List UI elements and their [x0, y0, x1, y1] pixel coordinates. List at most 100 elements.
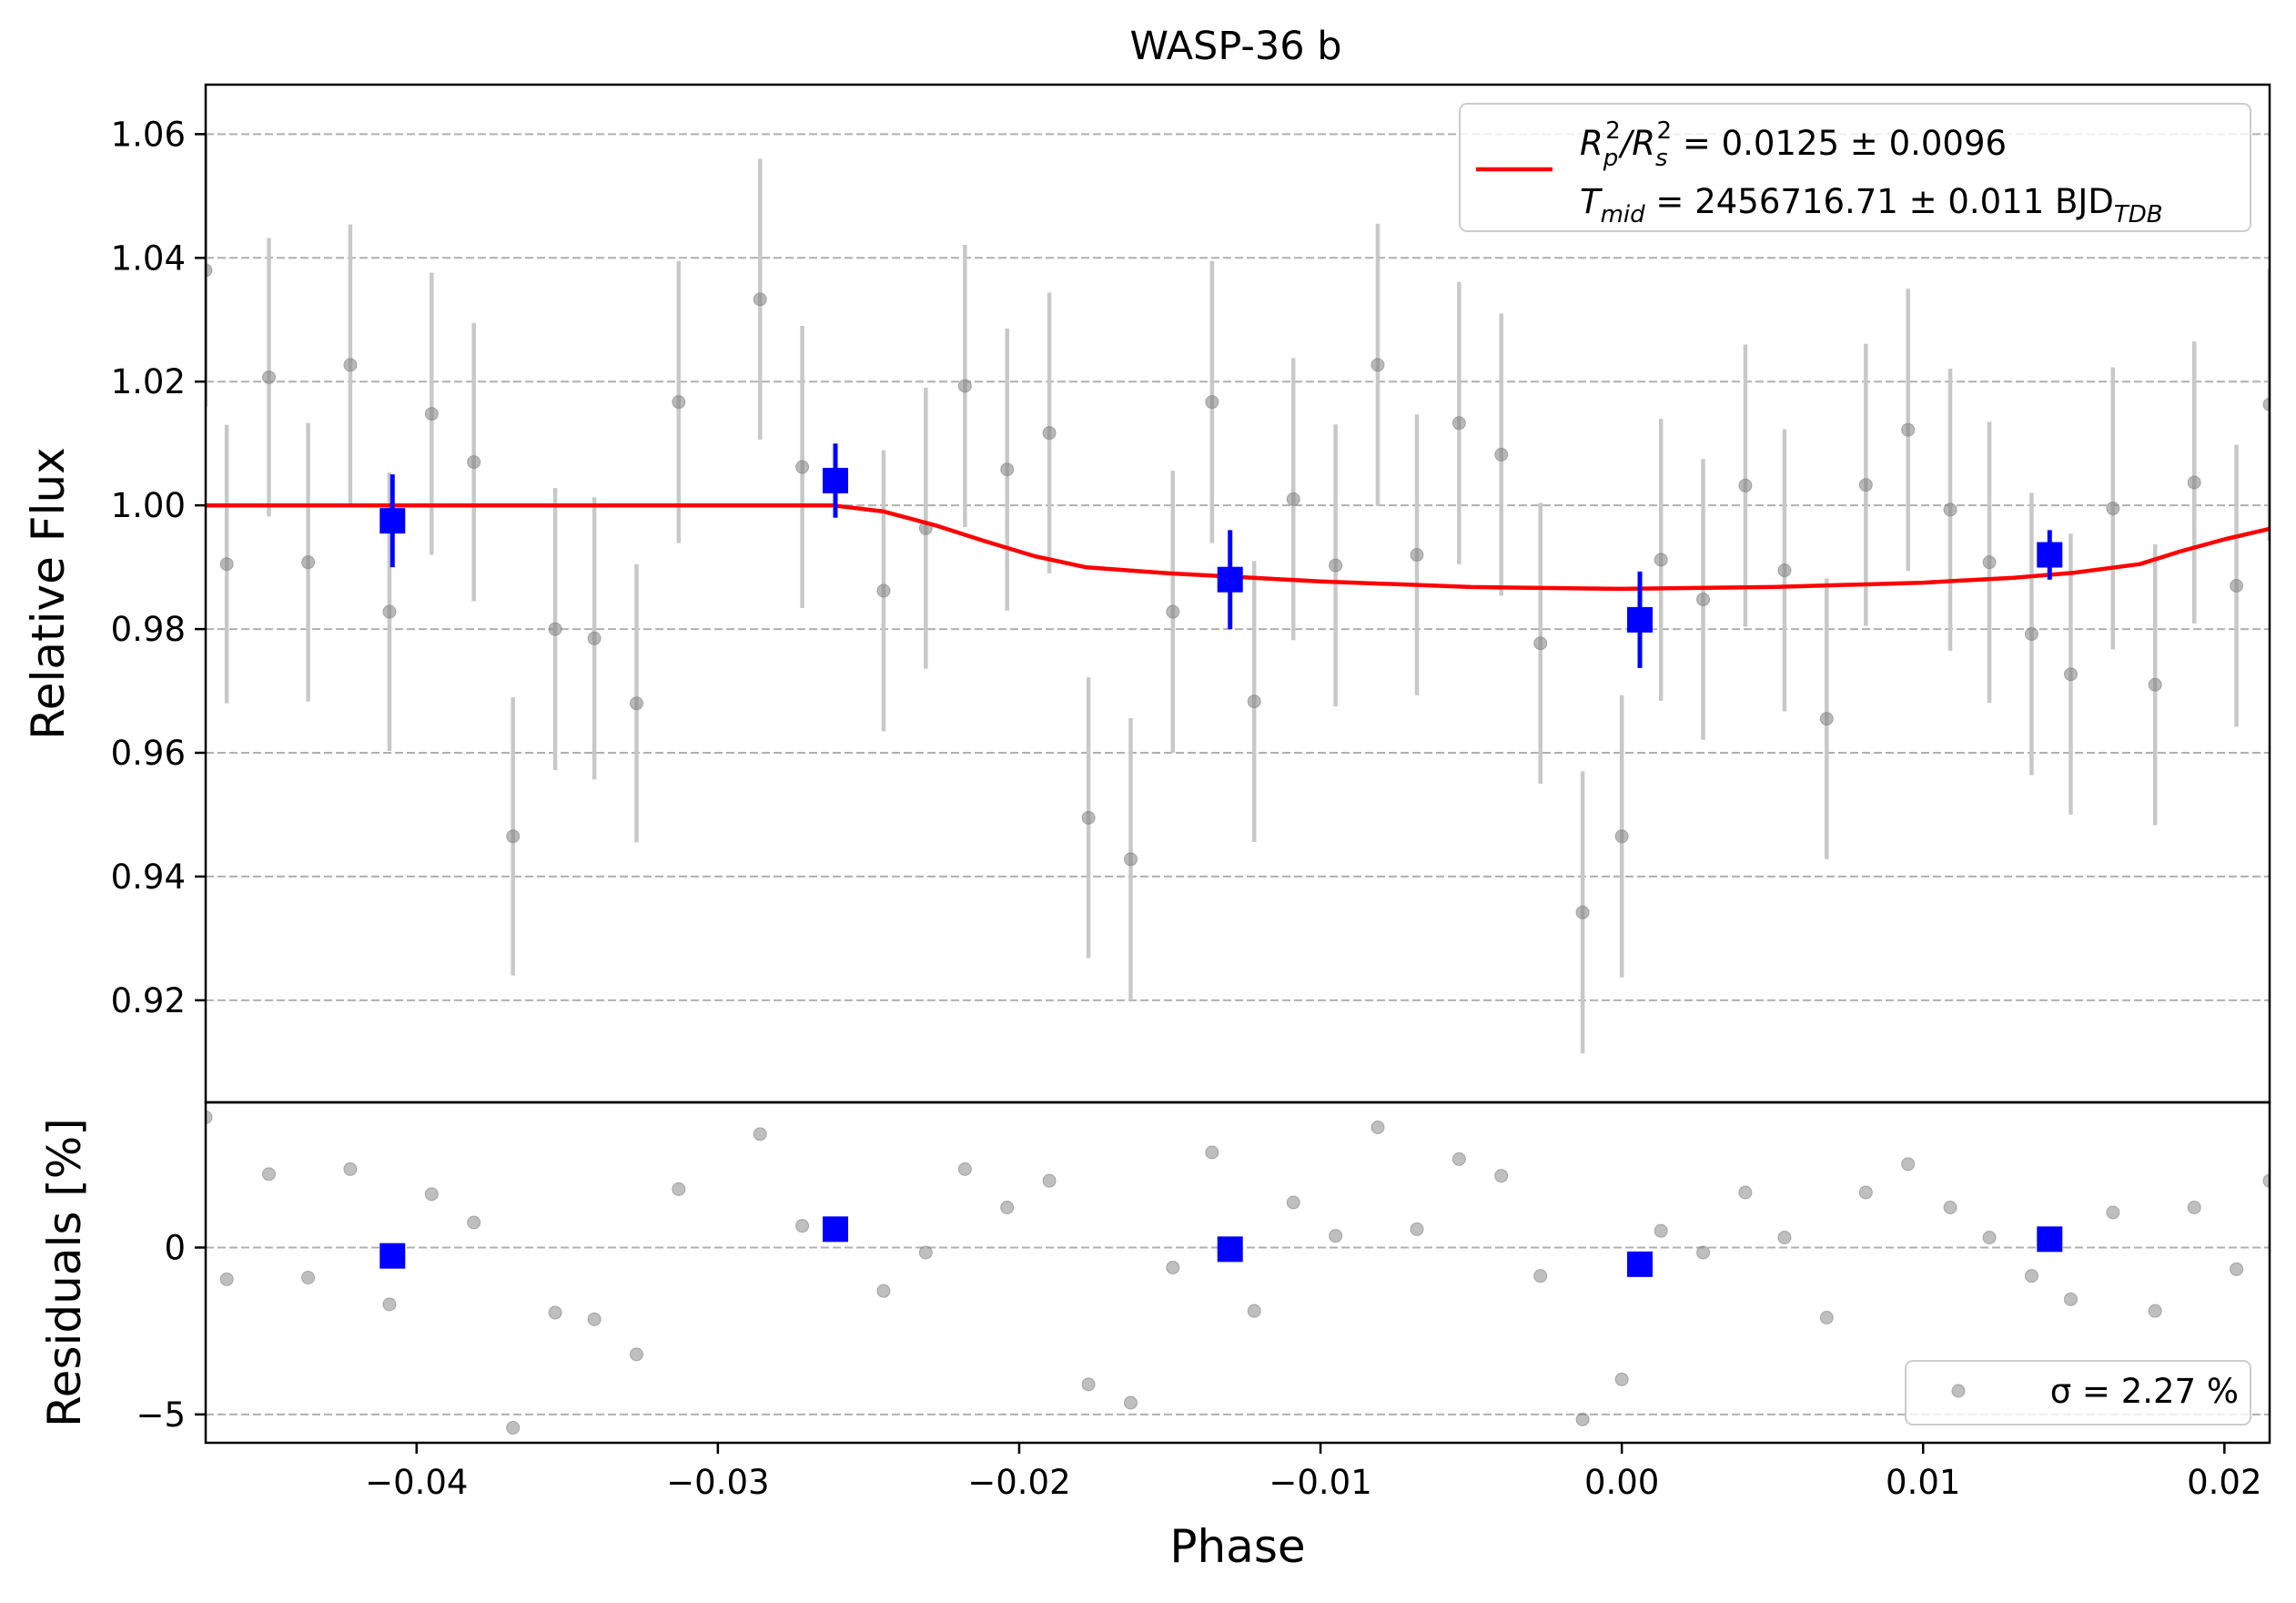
flux-y-tick-label: 1.02 — [111, 362, 186, 401]
binned-flux-point — [2037, 542, 2063, 568]
flux-data-point — [1166, 604, 1180, 619]
residual-point — [587, 1312, 602, 1326]
flux-data-point — [382, 604, 397, 619]
flux-data-point — [1247, 695, 1261, 709]
residual-point — [467, 1215, 481, 1230]
flux-data-point — [876, 583, 891, 598]
flux-data-point — [1982, 555, 1997, 570]
residual-point — [343, 1162, 358, 1176]
residuals-y-axis: −5 0 — [136, 1229, 206, 1435]
flux-data-point — [629, 696, 643, 711]
binned-flux-point — [822, 467, 848, 493]
residual-point — [301, 1271, 316, 1284]
residual-point — [206, 1111, 213, 1124]
flux-data-point — [1943, 502, 1957, 517]
flux-data-point — [2063, 667, 2078, 682]
residuals-binned-series — [379, 1216, 2063, 1277]
residual-point — [1982, 1231, 1997, 1244]
binned-residual-point — [379, 1243, 406, 1269]
flux-y-axis: 0.92 0.94 0.96 0.98 1.00 1.02 1.04 1.06 — [111, 115, 206, 1020]
residual-point — [672, 1182, 686, 1196]
flux-legend-box — [1459, 103, 2251, 232]
residual-point — [548, 1305, 562, 1320]
flux-data-point — [1614, 829, 1629, 844]
residual-point — [1738, 1185, 1753, 1200]
flux-data-point — [672, 395, 686, 410]
flux-panel: 0.92 0.94 0.96 0.98 1.00 1.02 1.04 1.06 Relativ… — [22, 83, 2271, 1104]
flux-data-point — [1901, 422, 1916, 437]
flux-data-point — [2230, 579, 2244, 594]
legend-sigma-label: σ = 2.27 % — [2050, 1372, 2239, 1411]
flux-binned-series — [379, 443, 2063, 668]
flux-data-point — [2148, 677, 2162, 692]
flux-data-point — [2262, 397, 2270, 411]
binned-flux-point — [1627, 606, 1654, 633]
residuals-data-series — [206, 1111, 2270, 1435]
residual-point — [424, 1187, 439, 1202]
residual-point — [1494, 1169, 1509, 1183]
flux-y-tick-label: 0.98 — [111, 610, 186, 649]
residual-point — [2187, 1201, 2201, 1214]
residuals-panel-frame — [204, 1101, 2271, 1445]
residual-point — [1777, 1231, 1792, 1244]
residual-point — [1042, 1173, 1057, 1188]
phase-x-tick-label: 0.00 — [1584, 1463, 1659, 1502]
flux-data-point — [1494, 447, 1509, 462]
flux-data-point — [1329, 558, 1343, 573]
flux-data-point — [795, 460, 810, 474]
residual-point — [2024, 1269, 2038, 1283]
residual-point — [1614, 1372, 1629, 1386]
flux-data-point — [1451, 416, 1466, 431]
phase-x-tick-label: −0.04 — [365, 1463, 468, 1502]
residual-point — [1000, 1201, 1015, 1214]
phase-x-tick-label: 0.01 — [1886, 1463, 1960, 1502]
flux-data-point — [1410, 548, 1424, 563]
flux-data-point — [587, 631, 602, 645]
flux-data-point — [506, 829, 521, 844]
phase-x-axis: −0.04 −0.03 −0.02 −0.01 0.00 0.01 0.02 — [365, 1443, 2262, 1502]
flux-data-point — [1042, 426, 1057, 441]
flux-data-point — [548, 622, 562, 636]
residual-point — [1123, 1395, 1138, 1410]
residual-point — [1654, 1223, 1668, 1238]
residual-point — [1533, 1269, 1548, 1283]
flux-data-point — [2106, 502, 2120, 516]
residual-point — [2106, 1205, 2120, 1220]
flux-data-point — [262, 370, 277, 384]
flux-data-series — [206, 134, 2270, 1054]
residual-point — [382, 1297, 397, 1312]
residual-point — [1329, 1229, 1343, 1243]
flux-data-point — [1081, 810, 1096, 825]
residual-point — [1286, 1195, 1300, 1210]
flux-data-point — [1286, 492, 1300, 506]
flux-data-point — [1371, 358, 1385, 372]
legend-line-radius-ratio: Rp2/Rs2 = 0.0125 ± 0.0096 — [1580, 117, 2007, 172]
chart-title: WASP-36 b — [1129, 24, 1341, 69]
flux-data-point — [753, 292, 767, 307]
residuals-legend-box — [1905, 1360, 2251, 1425]
binned-residual-point — [2037, 1226, 2063, 1253]
flux-data-point — [219, 557, 234, 572]
residuals-y-axis-title: Residuals [%] — [38, 1118, 91, 1427]
phase-x-tick-label: −0.03 — [666, 1463, 769, 1502]
flux-data-point — [957, 379, 972, 393]
binned-residual-point — [1627, 1251, 1654, 1277]
residual-point — [2063, 1292, 2078, 1306]
binned-residual-point — [1217, 1236, 1243, 1263]
flux-data-point — [1205, 395, 1219, 410]
flux-data-point — [424, 407, 439, 421]
flux-data-point — [1654, 553, 1668, 567]
legend-line-mid-time: Tmid = 2456716.71 ± 0.011 BJDTDB — [1580, 182, 2163, 228]
residual-point — [1819, 1311, 1834, 1324]
flux-legend: Rp2/Rs2 = 0.0125 ± 0.0096 Tmid = 2456716… — [1459, 103, 2251, 232]
transit-model-line — [206, 502, 2270, 592]
residual-point — [1166, 1261, 1180, 1274]
flux-y-tick-label: 0.92 — [111, 981, 186, 1020]
residual-point — [219, 1272, 234, 1286]
residual-point — [2148, 1304, 2162, 1318]
residual-point — [629, 1347, 643, 1362]
flux-data-point — [206, 263, 213, 278]
binned-flux-point — [379, 508, 406, 534]
residual-point — [1081, 1377, 1096, 1392]
flux-data-point — [2024, 627, 2038, 642]
